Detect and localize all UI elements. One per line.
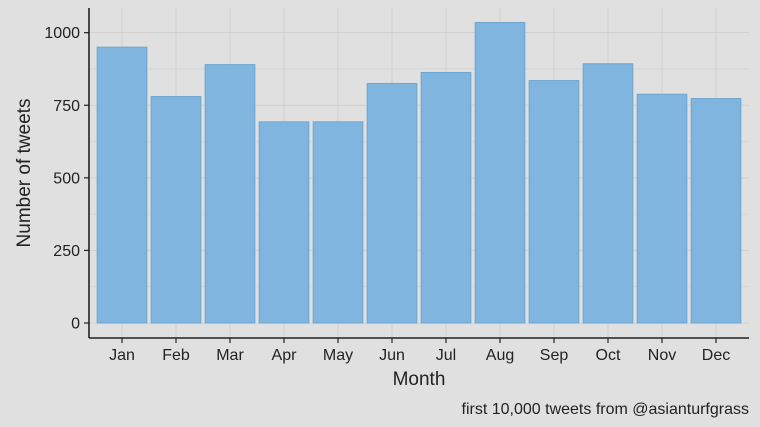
- bar-feb: [150, 96, 202, 324]
- bar-sep: [528, 80, 580, 324]
- bar-jul: [420, 71, 472, 324]
- bar-nov: [636, 93, 688, 324]
- bar-aug: [474, 22, 526, 324]
- bar-mar: [204, 64, 256, 324]
- x-tick-label: Dec: [702, 347, 730, 364]
- x-tick-label: Jun: [379, 347, 405, 364]
- x-tick-label: May: [323, 347, 353, 364]
- bar-oct: [582, 63, 634, 324]
- y-tick-label: 500: [53, 170, 80, 187]
- y-tick-label: 750: [53, 98, 80, 115]
- y-tick-label: 0: [71, 316, 80, 333]
- y-axis-title: Number of tweets: [14, 99, 35, 248]
- bar-apr: [258, 121, 310, 324]
- y-tick-label: 1000: [44, 25, 80, 42]
- x-tick-label: Feb: [162, 347, 190, 364]
- x-tick-label: Jul: [436, 347, 456, 364]
- axes: [88, 8, 749, 339]
- bar-jan: [96, 46, 148, 324]
- x-tick-label: Aug: [486, 347, 514, 364]
- bars: [96, 22, 742, 324]
- y-tick-label: 250: [53, 243, 80, 260]
- x-ticks: Jan Feb Mar Apr May Jun Jul Aug Sep Oct Nov Dec: [109, 338, 730, 364]
- x-axis-title: Month: [393, 369, 446, 390]
- x-tick-label: Sep: [540, 347, 569, 364]
- x-tick-label: Nov: [648, 347, 676, 364]
- x-tick-label: Jan: [109, 347, 135, 364]
- bar-dec: [690, 98, 742, 324]
- bar-may: [312, 121, 364, 324]
- x-tick-label: Apr: [272, 347, 298, 364]
- y-ticks: 0 250 500 750 1000: [44, 25, 89, 333]
- x-tick-label: Mar: [216, 347, 244, 364]
- x-tick-label: Oct: [596, 347, 621, 364]
- bar-jun: [366, 82, 418, 324]
- chart-caption: first 10,000 tweets from @asianturfgrass: [462, 401, 749, 418]
